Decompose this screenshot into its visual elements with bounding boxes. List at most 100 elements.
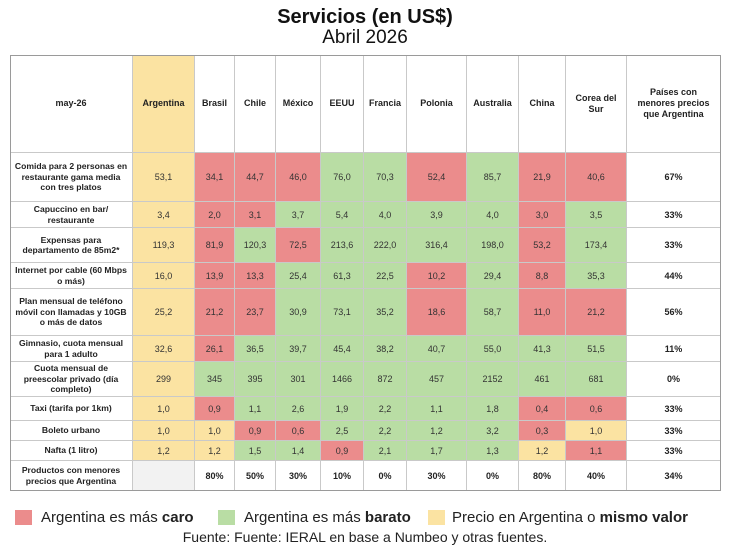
value-cell: 1,0 — [566, 421, 627, 441]
value-cell: 22,5 — [364, 263, 407, 289]
value-cell: 1,2 — [133, 441, 195, 461]
value-cell: 25,4 — [276, 263, 321, 289]
value-cell: 30,9 — [276, 289, 321, 336]
value-cell: 76,0 — [321, 153, 364, 202]
value-cell: 299 — [133, 362, 195, 397]
value-cell: 40,7 — [407, 336, 467, 362]
row-label: Expensas para departamento de 85m2* — [10, 228, 133, 263]
chart-subtitle: Abril 2026 — [322, 27, 408, 48]
value-cell: 0,6 — [276, 421, 321, 441]
value-cell: 681 — [566, 362, 627, 397]
row-label: Internet por cable (60 Mbps o más) — [10, 263, 133, 289]
value-cell: 13,3 — [235, 263, 276, 289]
value-cell: 213,6 — [321, 228, 364, 263]
value-cell: 1,7 — [407, 441, 467, 461]
value-cell: 3,9 — [407, 202, 467, 228]
value-cell: 457 — [407, 362, 467, 397]
value-cell: 1,0 — [133, 421, 195, 441]
value-cell: 13,9 — [195, 263, 235, 289]
value-cell: 3,5 — [566, 202, 627, 228]
legend-label-caro: Argentina es más caro — [41, 509, 194, 526]
summary-cell: 40% — [566, 461, 627, 491]
row-label: Nafta (1 litro) — [10, 441, 133, 461]
value-cell: 0,4 — [519, 397, 566, 421]
value-cell: 44,7 — [235, 153, 276, 202]
value-cell: 173,4 — [566, 228, 627, 263]
value-cell: 53,2 — [519, 228, 566, 263]
value-cell: 21,2 — [566, 289, 627, 336]
value-cell: 45,4 — [321, 336, 364, 362]
value-cell: 1,1 — [235, 397, 276, 421]
value-cell: 1,9 — [321, 397, 364, 421]
legend: Argentina es más caro Argentina es más b… — [0, 507, 730, 529]
column-header-7: Polonia — [407, 55, 467, 153]
summary-cell: 50% — [235, 461, 276, 491]
value-cell: 3,0 — [519, 202, 566, 228]
value-cell: 2,2 — [364, 397, 407, 421]
legend-label-mismo-valor: Precio en Argentina o mismo valor — [452, 509, 688, 526]
value-cell: 222,0 — [364, 228, 407, 263]
value-cell: 461 — [519, 362, 566, 397]
value-cell: 2,2 — [364, 421, 407, 441]
value-cell: 11,0 — [519, 289, 566, 336]
share-cell: 44% — [627, 263, 721, 289]
share-cell: 33% — [627, 228, 721, 263]
value-cell: 4,0 — [364, 202, 407, 228]
value-cell: 301 — [276, 362, 321, 397]
value-cell: 29,4 — [467, 263, 519, 289]
value-cell: 1,3 — [467, 441, 519, 461]
summary-cell: 80% — [519, 461, 566, 491]
summary-cell: 80% — [195, 461, 235, 491]
source-note: Fuente: Fuente: IERAL en base a Numbeo y… — [182, 529, 548, 545]
column-header-4: México — [276, 55, 321, 153]
row-label: Plan mensual de teléfono móvil con llama… — [10, 289, 133, 336]
row-label: Gimnasio, cuota mensual para 1 adulto — [10, 336, 133, 362]
summary-cell: 30% — [407, 461, 467, 491]
value-cell: 3,7 — [276, 202, 321, 228]
value-cell: 35,3 — [566, 263, 627, 289]
value-cell: 21,9 — [519, 153, 566, 202]
summary-total-cell: 34% — [627, 461, 721, 491]
value-cell: 198,0 — [467, 228, 519, 263]
chart-title: Servicios (en US$) — [277, 6, 453, 28]
value-cell: 0,9 — [321, 441, 364, 461]
column-header-1: Argentina — [133, 55, 195, 153]
value-cell: 73,1 — [321, 289, 364, 336]
share-cell: 0% — [627, 362, 721, 397]
value-cell: 345 — [195, 362, 235, 397]
value-cell: 61,3 — [321, 263, 364, 289]
value-cell: 0,3 — [519, 421, 566, 441]
value-cell: 0,9 — [195, 397, 235, 421]
value-cell: 18,6 — [407, 289, 467, 336]
value-cell: 16,0 — [133, 263, 195, 289]
value-cell: 0,9 — [235, 421, 276, 441]
value-cell: 26,1 — [195, 336, 235, 362]
value-cell: 119,3 — [133, 228, 195, 263]
value-cell: 51,5 — [566, 336, 627, 362]
value-cell: 2,6 — [276, 397, 321, 421]
legend-label-barato: Argentina es más barato — [244, 509, 411, 526]
value-cell: 55,0 — [467, 336, 519, 362]
value-cell: 21,2 — [195, 289, 235, 336]
value-cell: 316,4 — [407, 228, 467, 263]
summary-cell: 30% — [276, 461, 321, 491]
value-cell: 3,1 — [235, 202, 276, 228]
value-cell: 23,7 — [235, 289, 276, 336]
value-cell: 72,5 — [276, 228, 321, 263]
share-cell: 33% — [627, 202, 721, 228]
value-cell: 10,2 — [407, 263, 467, 289]
value-cell: 35,2 — [364, 289, 407, 336]
value-cell: 32,6 — [133, 336, 195, 362]
value-cell: 4,0 — [467, 202, 519, 228]
row-label: Boleto urbano — [10, 421, 133, 441]
value-cell: 1,2 — [519, 441, 566, 461]
value-cell: 41,3 — [519, 336, 566, 362]
legend-swatch-caro — [15, 510, 32, 525]
value-cell: 3,2 — [467, 421, 519, 441]
value-cell: 25,2 — [133, 289, 195, 336]
value-cell: 2,5 — [321, 421, 364, 441]
value-cell: 40,6 — [566, 153, 627, 202]
value-cell: 58,7 — [467, 289, 519, 336]
row-label: Capuccino en bar/ restaurante — [10, 202, 133, 228]
